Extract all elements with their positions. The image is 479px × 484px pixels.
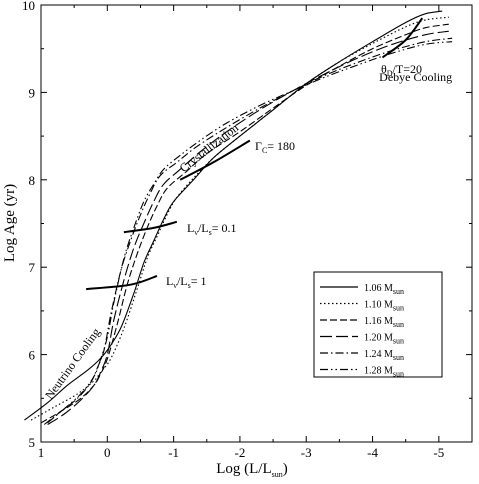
annotation-neutrino: Neutrino Cooling	[42, 325, 103, 401]
legend-label-6: 1.28 Msun	[364, 366, 404, 379]
legend-label-3: 1.16 Msun	[364, 316, 404, 329]
y-tick-label: 6	[29, 348, 36, 363]
isochrone-line-2	[123, 220, 178, 234]
legend-label-4: 1.20 Msun	[364, 333, 404, 346]
series-line-6	[47, 41, 453, 424]
annotation-debye: Debye Cooling	[379, 70, 452, 84]
legend-label-5: 1.24 Msun	[364, 349, 404, 362]
annotation-crystal: Crystallization	[177, 121, 241, 176]
y-tick-label: 8	[29, 173, 36, 188]
series-line-1	[24, 10, 443, 421]
x-tick-label: -5	[433, 445, 444, 460]
legend-box	[313, 271, 443, 378]
x-tick-label: -2	[235, 445, 246, 460]
x-tick-label: -3	[301, 445, 312, 460]
x-tick-label: -1	[168, 445, 179, 460]
isochrone-line-1	[85, 274, 158, 291]
isochrone-label-lv01: Lν/Ls= 0.1	[187, 221, 237, 237]
x-tick-label: -4	[367, 445, 378, 460]
y-tick-label: 5	[29, 435, 36, 450]
y-tick-label: 7	[29, 260, 36, 275]
isochrone-label-gamma: ΓC= 180	[255, 139, 295, 155]
series-line-4	[47, 30, 449, 425]
series-layer	[24, 10, 453, 425]
isochrone-layer	[85, 17, 424, 291]
isochrone-line-3	[179, 139, 251, 181]
legend: 1.06 Msun 1.10 Msun 1.16 Msun 1.20 Msun 1.24…	[313, 271, 443, 379]
y-tick-label: 10	[22, 0, 35, 13]
x-tick-label: 1	[38, 445, 45, 460]
x-axis-title: Log (L/Lsun)	[216, 461, 288, 479]
legend-label-1: 1.06 Msun	[364, 283, 404, 296]
isochrone-label-lv1: Lν/Ls= 1	[166, 274, 207, 290]
y-axis-title: Log Age (yr)	[2, 184, 18, 262]
isochrone-line-4	[381, 17, 424, 59]
legend-label-2: 1.10 Msun	[364, 300, 404, 313]
isochrone-label-theta: θD/T=20	[381, 62, 422, 78]
x-tick-label: 0	[104, 445, 111, 460]
y-tick-label: 9	[29, 85, 36, 100]
series-line-2	[30, 16, 449, 421]
